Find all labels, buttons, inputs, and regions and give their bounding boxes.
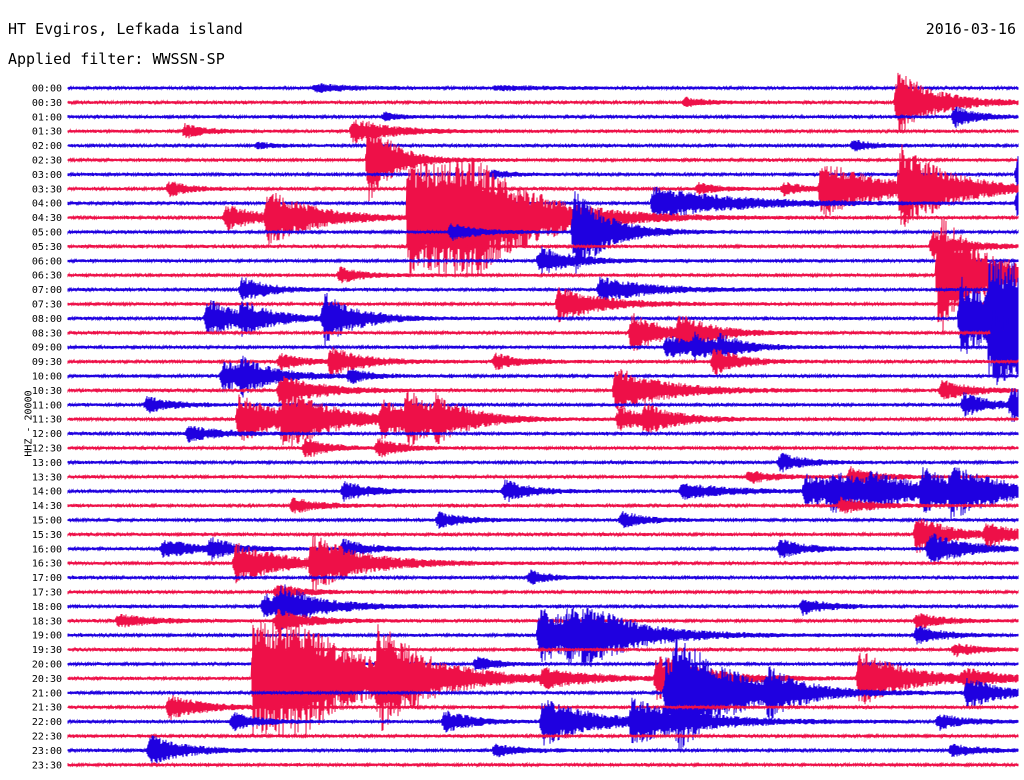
tick-label: 04:00 (32, 199, 62, 210)
tick-label: 02:00 (32, 141, 62, 152)
trace-1130 (67, 390, 1019, 448)
tick-label: 23:30 (32, 760, 62, 771)
trace-1800 (67, 584, 1019, 630)
trace-1430 (67, 496, 1019, 514)
station-title: HT Evgiros, Lefkada island (8, 20, 243, 38)
trace-0100 (67, 106, 1019, 129)
trace-1730 (67, 584, 1019, 602)
trace-2130 (67, 695, 1019, 721)
trace-0630 (67, 217, 1019, 334)
tick-label: 15:00 (32, 516, 62, 527)
tick-label: 22:30 (32, 732, 62, 743)
tick-label: 19:30 (32, 645, 62, 656)
filter-label: Applied filter: WWSSN-SP (8, 50, 225, 68)
trace-1000 (67, 355, 1019, 398)
trace-1930 (67, 643, 1019, 658)
tick-label: 01:00 (32, 112, 62, 123)
trace-0730 (67, 278, 1019, 327)
tick-label: 00:30 (32, 98, 62, 109)
tick-label: 09:30 (32, 357, 62, 368)
trace-0830 (67, 313, 1019, 353)
trace-1630 (67, 534, 1019, 592)
tick-label: 12:00 (32, 429, 62, 440)
trace-2300 (67, 735, 1019, 764)
tick-label: 18:00 (32, 602, 62, 613)
trace-2200 (67, 697, 1019, 746)
trace-0130 (67, 119, 1019, 144)
trace-1600 (67, 533, 1019, 565)
trace-0500 (67, 191, 1019, 274)
trace-1700 (67, 569, 1019, 585)
trace-2030 (67, 618, 1019, 737)
tick-label: 06:00 (32, 256, 62, 267)
tick-label: 06:30 (32, 271, 62, 282)
trace-1200 (67, 425, 1019, 443)
tick-label: 04:30 (32, 213, 62, 224)
trace-0430 (67, 157, 1019, 278)
trace-0530 (67, 231, 1019, 261)
tick-label: 21:30 (32, 703, 62, 714)
tick-label: 22:00 (32, 717, 62, 728)
tick-label: 05:00 (32, 228, 62, 239)
tick-label: 17:30 (32, 588, 62, 599)
tick-label: 16:00 (32, 544, 62, 555)
trace-2330 (67, 761, 1019, 769)
tick-label: 20:30 (32, 674, 62, 685)
trace-0000 (67, 83, 1019, 94)
tick-label: 07:00 (32, 285, 62, 296)
tick-label: 05:30 (32, 242, 62, 253)
trace-1230 (67, 437, 1019, 458)
tick-label: 18:30 (32, 616, 62, 627)
trace-0800 (67, 258, 1019, 379)
tick-label: 19:00 (32, 631, 62, 642)
tick-label: 14:00 (32, 487, 62, 498)
tick-label: 20:00 (32, 660, 62, 671)
trace-2230 (67, 732, 1019, 740)
trace-2100 (67, 637, 1019, 751)
tick-label: 01:30 (32, 127, 62, 138)
trace-1030 (67, 369, 1019, 411)
trace-0300 (67, 156, 1019, 192)
date-label: 2016-03-16 (925, 20, 1016, 38)
trace-0930 (67, 347, 1019, 377)
trace-group (67, 72, 1019, 769)
trace-1400 (67, 467, 1019, 521)
tick-label: 10:00 (32, 372, 62, 383)
tick-label: 14:30 (32, 501, 62, 512)
tick-label: 07:30 (32, 300, 62, 311)
trace-1530 (67, 518, 1019, 554)
tick-label: 12:30 (32, 444, 62, 455)
tick-label: 13:00 (32, 458, 62, 469)
tick-label: 13:30 (32, 472, 62, 483)
trace-0900 (67, 310, 1019, 386)
tick-label: 17:00 (32, 573, 62, 584)
trace-1100 (67, 387, 1019, 422)
tick-label: 15:30 (32, 530, 62, 541)
tick-label: 08:00 (32, 314, 62, 325)
trace-0200 (67, 139, 1019, 152)
tick-label: 09:00 (32, 343, 62, 354)
tick-label: 11:30 (32, 415, 62, 426)
trace-1330 (67, 466, 1019, 487)
trace-0700 (67, 276, 1019, 301)
tick-label: 10:30 (32, 386, 62, 397)
tick-label: 08:30 (32, 328, 62, 339)
trace-1900 (67, 607, 1019, 668)
tick-label: 21:00 (32, 688, 62, 699)
trace-1500 (67, 511, 1019, 529)
trace-0600 (67, 246, 1019, 276)
trace-0030 (67, 72, 1019, 132)
tick-label: 00:00 (32, 84, 62, 95)
tick-label-group: 00:00 00:30 01:00 01:30 02:00 02:30 03:00 03:30… (32, 84, 62, 772)
trace-0230 (67, 121, 1019, 202)
tick-label: 03:00 (32, 170, 62, 181)
trace-1300 (67, 452, 1019, 473)
tick-label: 11:00 (32, 400, 62, 411)
trace-0330 (67, 144, 1019, 227)
tick-label: 16:30 (32, 559, 62, 570)
tick-label: 03:30 (32, 184, 62, 195)
tick-label: 23:00 (32, 746, 62, 757)
tick-label: 02:30 (32, 156, 62, 167)
